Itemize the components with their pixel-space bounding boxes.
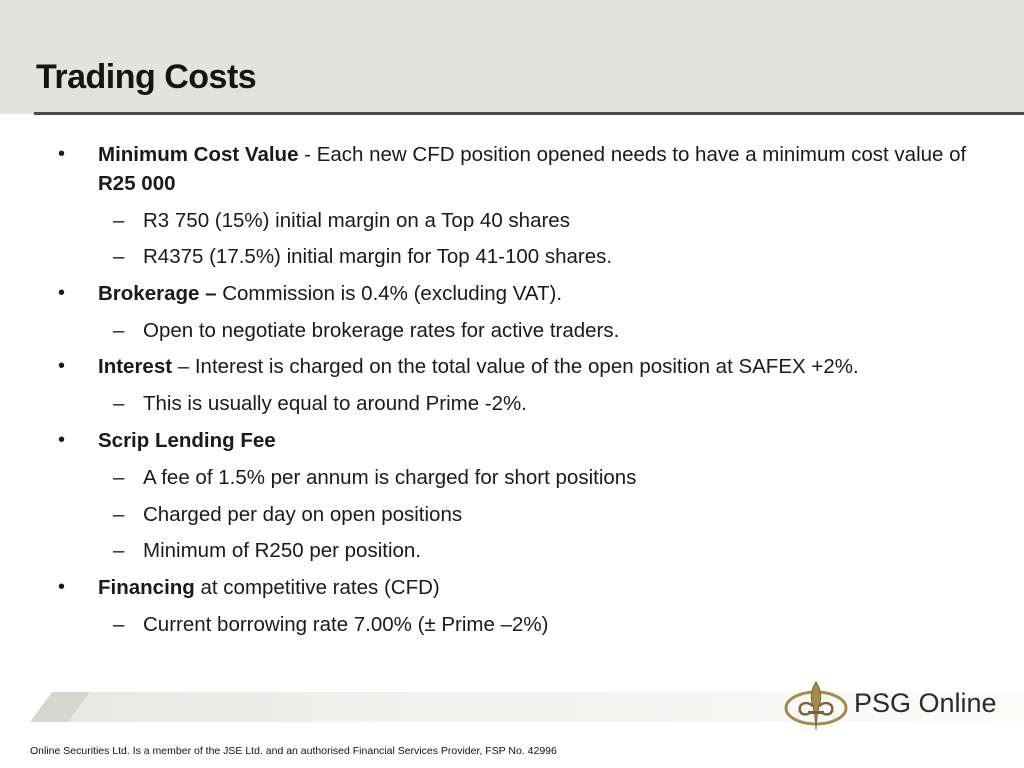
sub-item: – This is usually equal to around Prime … — [113, 389, 1003, 418]
sub-item-text: Open to negotiate brokerage rates for ac… — [143, 319, 620, 342]
dash-marker: – — [113, 613, 125, 636]
sub-item-text: Current borrowing rate 7.00% (± Prime –2… — [143, 613, 549, 636]
footer-decoration — [30, 692, 1024, 722]
item-heading: Interest — [98, 355, 173, 378]
sub-item-text: A fee of 1.5% per annum is charged for s… — [143, 466, 637, 489]
sub-item: – Charged per day on open positions — [113, 500, 1003, 529]
bullet-marker: • — [58, 355, 66, 377]
item-text: Commission is 0.4% (excluding VAT). — [216, 282, 563, 305]
item-text: – Interest is charged on the total value… — [172, 355, 859, 378]
slide-header: Trading Costs — [0, 0, 1024, 114]
dash-marker: – — [113, 392, 125, 415]
bullet-marker: • — [58, 282, 66, 304]
sub-item: – Open to negotiate brokerage rates for … — [113, 316, 1003, 345]
footer-disclaimer: Online Securities Ltd. Is a member of th… — [30, 745, 557, 757]
item-text: at competitive rates (CFD) — [194, 576, 440, 599]
dash-marker: – — [113, 319, 125, 342]
item-text: - Each new CFD position opened needs to … — [298, 143, 967, 166]
sub-item-text: R3 750 (15%) initial margin on a Top 40 … — [143, 209, 570, 232]
dash-marker: – — [113, 209, 125, 232]
item-heading: Brokerage – — [98, 282, 217, 305]
dash-marker: – — [113, 539, 125, 562]
list-item-financing: • Financing at competitive rates (CFD) — [58, 573, 998, 602]
psg-online-logo: PSG Online — [782, 678, 1002, 736]
fleur-de-lis-icon — [784, 681, 848, 731]
list-item-brokerage: • Brokerage – Commission is 0.4% (exclud… — [58, 279, 998, 308]
bullet-marker: • — [58, 576, 66, 598]
sub-item-text: R4375 (17.5%) initial margin for Top 41-… — [143, 245, 613, 268]
item-heading: Scrip Lending Fee — [98, 429, 276, 452]
item-heading: Financing — [98, 576, 195, 599]
sub-item-text: Minimum of R250 per position. — [143, 539, 422, 562]
sub-item: – Current borrowing rate 7.00% (± Prime … — [113, 610, 1003, 639]
sub-item: – Minimum of R250 per position. — [113, 536, 1003, 565]
sub-item-text: This is usually equal to around Prime -2… — [143, 392, 527, 415]
list-item-interest: • Interest – Interest is charged on the … — [58, 352, 998, 381]
slide-title: Trading Costs — [36, 58, 257, 96]
dash-marker: – — [113, 466, 125, 489]
sub-item: – R4375 (17.5%) initial margin for Top 4… — [113, 242, 1003, 271]
item-heading: Minimum Cost Value — [98, 143, 299, 166]
dash-marker: – — [113, 503, 125, 526]
bullet-marker: • — [58, 429, 66, 451]
item-emphasis: R25 000 — [98, 172, 176, 195]
bullet-marker: • — [58, 143, 66, 165]
sub-item: – A fee of 1.5% per annum is charged for… — [113, 463, 1003, 492]
list-item-minimum-cost: • Minimum Cost Value - Each new CFD posi… — [58, 140, 998, 198]
list-item-scrip-lending: • Scrip Lending Fee — [58, 426, 998, 455]
dash-marker: – — [113, 245, 125, 268]
sub-item: – R3 750 (15%) initial margin on a Top 4… — [113, 206, 1003, 235]
sub-item-text: Charged per day on open positions — [143, 503, 463, 526]
logo-text: PSG Online — [854, 688, 997, 718]
header-divider — [34, 112, 1024, 115]
